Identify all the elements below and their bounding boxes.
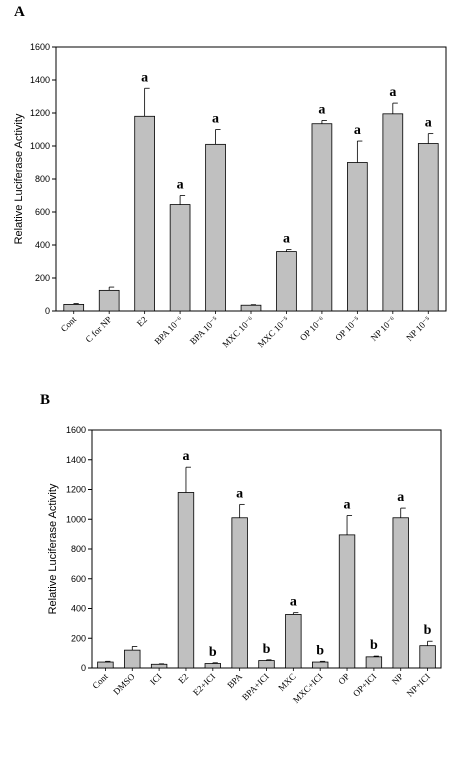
panel-a-bar <box>63 303 85 312</box>
panel-b-significance-label: a <box>236 486 243 501</box>
panel-b-significance-label: b <box>370 638 378 653</box>
panel-a-y-axis-title: Relative Luciferase Activity <box>13 113 25 244</box>
panel-b-y-tick-label: 1200 <box>66 485 86 495</box>
panel-b-y-tick-label: 600 <box>71 574 86 584</box>
panel-b-bar <box>231 517 248 669</box>
panel-b-bar <box>338 534 356 669</box>
panel-a-significance-label: a <box>354 123 361 138</box>
panel-a-y-tick-label: 1200 <box>30 108 50 118</box>
panel-b-y-tick-label: 400 <box>71 604 86 614</box>
panel-a-significance-label: a <box>177 178 184 193</box>
panel-b-significance-label: a <box>290 595 297 610</box>
panel-a-y-tick-label: 1400 <box>30 75 50 85</box>
panel-a-significance-label: a <box>283 232 290 247</box>
panel-b-category-label: BPA <box>225 671 244 690</box>
panel-a-y-tick-label: 200 <box>35 273 50 283</box>
panel-a-significance-label: a <box>212 112 219 127</box>
panel-a-category-label: Cont <box>59 314 79 334</box>
panel-a-bar <box>347 162 368 312</box>
panel-a-category-label: C for NP <box>84 314 114 344</box>
panel-a-bar <box>134 115 155 312</box>
panel-b-category-label: MXC <box>276 671 298 693</box>
panel-b-category-label: Cont <box>90 671 110 691</box>
panel-b-significance-label: a <box>397 490 404 505</box>
panel-a-y-tick-label: 400 <box>35 240 50 250</box>
panel-a-chart: A Relative Luciferase Activity 0 200 400 600 8… <box>13 4 447 349</box>
panel-b-significance-label: a <box>182 449 189 464</box>
panel-b-bar <box>312 661 329 669</box>
panel-b-category-label: DMSO <box>111 671 137 697</box>
panel-b-category-label: OP+ICI <box>351 671 378 698</box>
panel-a-y-tick-label: 800 <box>35 174 50 184</box>
panel-a-bar <box>98 289 120 312</box>
panel-a-y-tick-label: 1000 <box>30 141 50 151</box>
panel-b-plot-frame <box>91 429 442 669</box>
panel-a-bar <box>205 143 226 312</box>
panel-a-y-tick-label: 1600 <box>30 42 50 52</box>
panel-b-significance-label: b <box>316 643 324 658</box>
panel-b-bar <box>392 517 409 669</box>
panel-b-y-tick-label: 1400 <box>66 455 86 465</box>
panel-a-bar <box>417 143 439 312</box>
panel-b-bar <box>97 661 114 669</box>
panel-b-bar <box>204 663 221 669</box>
panel-a-bar <box>382 113 404 312</box>
panel-a-category-label: BPA 10⁻⁵ <box>188 314 220 346</box>
panel-b-category-label: NP+ICI <box>405 671 432 698</box>
panel-b-y-axis-title: Relative Luciferase Activity <box>47 483 59 614</box>
panel-a-significance-label: a <box>141 70 148 85</box>
panel-b-category-label: NP <box>390 671 405 686</box>
panel-a-significance-label: a <box>318 102 325 117</box>
panel-b-significance-label: a <box>344 498 351 513</box>
panel-b-y-tick-label: 1000 <box>66 514 86 524</box>
panel-a-category-label: MXC 10⁻⁵ <box>256 314 291 349</box>
panel-a-bar <box>169 204 191 312</box>
panel-a-category-label: BPA 10⁻⁶ <box>152 314 184 346</box>
panel-b-bar <box>150 663 168 669</box>
panel-a-bar <box>276 251 297 312</box>
panel-b-category-label: MXC+ICI <box>291 671 325 705</box>
panel-a-letter: A <box>14 4 25 20</box>
panel-a-y-tick-label: 600 <box>35 207 50 217</box>
panel-a-category-label: MXC 10⁻⁶ <box>220 314 255 349</box>
panel-a-category-label: OP 10⁻⁵ <box>333 314 362 343</box>
panel-a-y-tick-label: 0 <box>45 306 50 316</box>
panel-b-letter: B <box>40 392 50 408</box>
panel-b-bar <box>124 649 141 669</box>
panel-b-bar <box>258 660 275 669</box>
panel-b-y-tick-label: 800 <box>71 544 86 554</box>
panel-b-y-tick-label: 0 <box>81 663 86 673</box>
panel-b-significance-label: b <box>209 645 217 660</box>
panel-b-category-label: E2 <box>176 671 190 685</box>
panel-b-significance-label: b <box>263 642 271 657</box>
panel-b-bar <box>419 645 436 669</box>
panel-a-significance-label: a <box>389 85 396 100</box>
panel-b-significance-label: b <box>424 623 432 638</box>
panel-b-bar <box>177 492 195 669</box>
panel-b-category-label: OP <box>336 671 351 686</box>
panel-a-category-label: NP 10⁻⁵ <box>404 314 433 343</box>
panel-b-bar <box>285 614 302 669</box>
panel-a-category-label: E2 <box>135 314 149 328</box>
panel-a-category-label: OP 10⁻⁶ <box>298 314 327 343</box>
panel-a-significance-label: a <box>425 116 432 131</box>
panel-b-y-tick-label: 1600 <box>66 425 86 435</box>
panel-a-bar <box>311 123 333 312</box>
panel-b-chart: B Relative Luciferase Activity 0 200 400 600 8… <box>40 392 442 705</box>
panel-b-category-label: ICI <box>148 671 164 687</box>
panel-b-category-label: BPA+ICI <box>240 671 271 702</box>
panel-b-bar <box>365 656 383 669</box>
panel-a-bar <box>240 304 262 312</box>
panel-b-y-tick-label: 200 <box>71 633 86 643</box>
panel-b-category-label: E2+ICI <box>191 671 217 697</box>
panel-a-category-label: NP 10⁻⁶ <box>369 314 398 343</box>
